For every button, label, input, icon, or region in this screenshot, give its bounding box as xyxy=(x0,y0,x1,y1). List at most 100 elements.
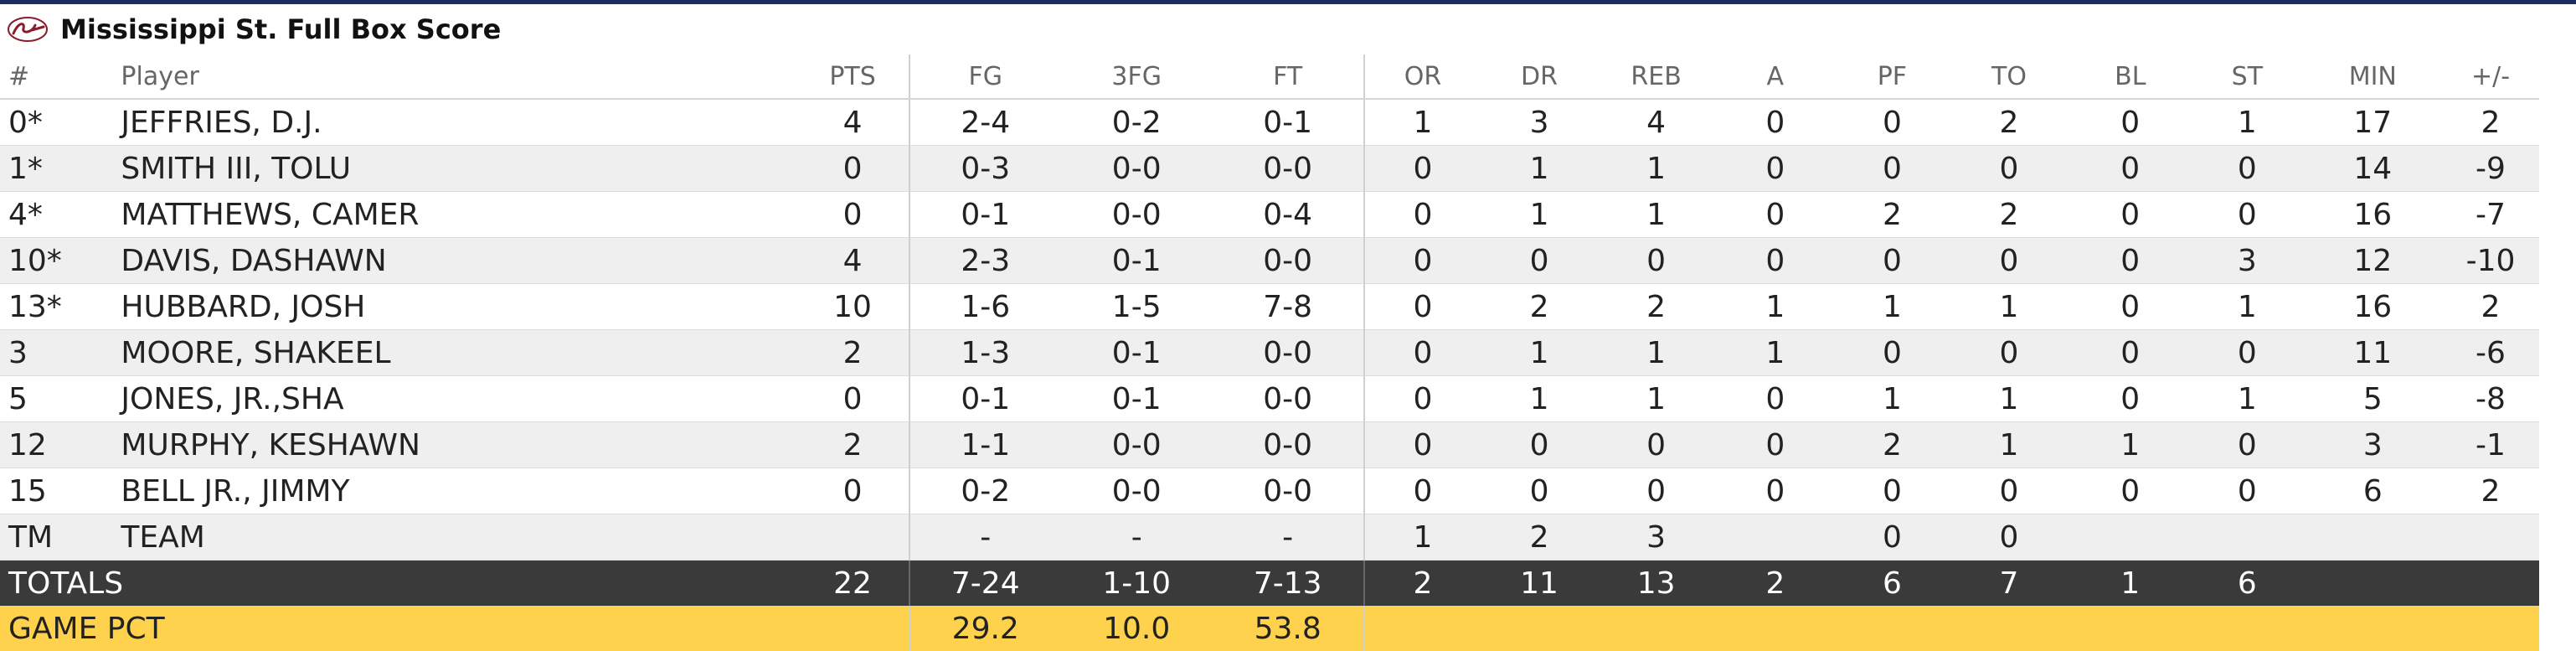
totals-plus-minus xyxy=(2442,560,2539,606)
cell-reb: 4 xyxy=(1597,99,1715,146)
cell-pts: 2 xyxy=(796,329,909,376)
cell-reb: 1 xyxy=(1597,329,1715,376)
team-row: TM TEAM - - - 1 2 3 0 0 xyxy=(0,514,2539,561)
cell-st: 1 xyxy=(2191,375,2304,422)
cell-bl: 0 xyxy=(2069,145,2192,192)
cell-fg: 1-1 xyxy=(908,421,1061,468)
column-header-bl[interactable]: BL xyxy=(2069,54,2192,100)
column-header-ft[interactable]: FT xyxy=(1212,54,1364,100)
cell-a: 0 xyxy=(1714,191,1837,238)
cell-bl: 0 xyxy=(2069,283,2192,330)
cell-pf: 0 xyxy=(1836,468,1949,514)
cell-st: 0 xyxy=(2191,145,2304,192)
cell-st xyxy=(2191,514,2304,561)
cell-player[interactable]: HUBBARD, JOSH xyxy=(112,283,797,330)
cell-fg: 1-6 xyxy=(908,283,1061,330)
cell-reb: 1 xyxy=(1597,375,1715,422)
cell-a xyxy=(1714,514,1837,561)
column-header-pts[interactable]: PTS xyxy=(796,54,909,100)
cell-plus-minus: -7 xyxy=(2442,191,2539,238)
cell-to: 0 xyxy=(1948,237,2070,284)
cell-number: 10* xyxy=(0,237,113,284)
cell-st: 0 xyxy=(2191,421,2304,468)
cell-st: 0 xyxy=(2191,191,2304,238)
cell-st: 0 xyxy=(2191,329,2304,376)
box-score-header: Mississippi St. Full Box Score xyxy=(0,4,2576,54)
column-header-player[interactable]: Player xyxy=(112,54,797,100)
column-header-reb[interactable]: REB xyxy=(1597,54,1715,100)
cell-number: 12 xyxy=(0,421,113,468)
cell-st: 1 xyxy=(2191,99,2304,146)
cell-player[interactable]: JONES, JR.,SHA xyxy=(112,375,797,422)
cell-reb: 1 xyxy=(1597,145,1715,192)
column-header-3fg[interactable]: 3FG xyxy=(1060,54,1213,100)
cell-a: 0 xyxy=(1714,421,1837,468)
cell-bl: 0 xyxy=(2069,468,2192,514)
totals-row: TOTALS 22 7-24 1-10 7-13 2 11 13 2 6 7 1… xyxy=(0,560,2539,606)
column-header-number[interactable]: # xyxy=(0,54,113,100)
cell-player[interactable]: MOORE, SHAKEEL xyxy=(112,329,797,376)
cell-st: 0 xyxy=(2191,468,2304,514)
column-header-plus-minus[interactable]: +/- xyxy=(2442,54,2539,100)
cell-player[interactable]: BELL JR., JIMMY xyxy=(112,468,797,514)
cell-fg: 2-4 xyxy=(908,99,1061,146)
cell-reb: 0 xyxy=(1597,468,1715,514)
cell-ft: 0-4 xyxy=(1212,191,1364,238)
cell-3fg: 0-0 xyxy=(1060,145,1213,192)
cell-plus-minus: -1 xyxy=(2442,421,2539,468)
cell-to: 0 xyxy=(1948,145,2070,192)
player-row: 3 MOORE, SHAKEEL 2 1-3 0-1 0-0 0 1 1 1 0… xyxy=(0,329,2539,376)
column-header-st[interactable]: ST xyxy=(2191,54,2304,100)
cell-fg: 0-3 xyxy=(908,145,1061,192)
cell-player[interactable]: MURPHY, KESHAWN xyxy=(112,421,797,468)
cell-player[interactable]: DAVIS, DASHAWN xyxy=(112,237,797,284)
cell-reb: 0 xyxy=(1597,421,1715,468)
cell-3fg: 0-0 xyxy=(1060,191,1213,238)
cell-plus-minus: 2 xyxy=(2442,99,2539,146)
cell-player[interactable]: MATTHEWS, CAMER xyxy=(112,191,797,238)
column-header-to[interactable]: TO xyxy=(1948,54,2070,100)
header-row: # Player PTS FG 3FG FT OR DR REB A PF TO… xyxy=(0,54,2539,100)
cell-dr: 0 xyxy=(1481,421,1598,468)
cell-min: 14 xyxy=(2303,145,2443,192)
column-header-fg[interactable]: FG xyxy=(908,54,1061,100)
cell-bl: 0 xyxy=(2069,329,2192,376)
cell-reb: 1 xyxy=(1597,191,1715,238)
cell-pf: 0 xyxy=(1836,329,1949,376)
cell-min: 6 xyxy=(2303,468,2443,514)
cell-to: 2 xyxy=(1948,191,2070,238)
cell-3fg: 0-1 xyxy=(1060,329,1213,376)
cell-plus-minus xyxy=(2442,514,2539,561)
cell-3fg: 1-5 xyxy=(1060,283,1213,330)
cell-plus-minus: 2 xyxy=(2442,283,2539,330)
cell-player[interactable]: JEFFRIES, D.J. xyxy=(112,99,797,146)
cell-or: 0 xyxy=(1363,237,1481,284)
player-row: 15 BELL JR., JIMMY 0 0-2 0-0 0-0 0 0 0 0… xyxy=(0,468,2539,514)
column-header-or[interactable]: OR xyxy=(1363,54,1481,100)
cell-to: 1 xyxy=(1948,375,2070,422)
totals-reb: 13 xyxy=(1597,560,1715,606)
column-header-min[interactable]: MIN xyxy=(2303,54,2443,100)
totals-3fg: 1-10 xyxy=(1060,560,1213,606)
cell-reb: 0 xyxy=(1597,237,1715,284)
cell-player[interactable]: SMITH III, TOLU xyxy=(112,145,797,192)
box-score-table: # Player PTS FG 3FG FT OR DR REB A PF TO… xyxy=(0,54,2539,651)
cell-ft: 0-0 xyxy=(1212,375,1364,422)
column-header-pf[interactable]: PF xyxy=(1836,54,1949,100)
cell-ft: 0-0 xyxy=(1212,468,1364,514)
cell-or: 0 xyxy=(1363,283,1481,330)
player-row: 13* HUBBARD, JOSH 10 1-6 1-5 7-8 0 2 2 1… xyxy=(0,283,2539,330)
cell-player: TEAM xyxy=(112,514,797,561)
cell-dr: 3 xyxy=(1481,99,1598,146)
cell-pts: 0 xyxy=(796,375,909,422)
cell-pf: 0 xyxy=(1836,145,1949,192)
cell-3fg: 0-0 xyxy=(1060,468,1213,514)
totals-pts: 22 xyxy=(796,560,909,606)
cell-pf: 1 xyxy=(1836,283,1949,330)
totals-dr: 11 xyxy=(1481,560,1598,606)
cell-pf: 0 xyxy=(1836,237,1949,284)
cell-dr: 0 xyxy=(1481,468,1598,514)
column-header-a[interactable]: A xyxy=(1714,54,1837,100)
cell-a: 0 xyxy=(1714,237,1837,284)
column-header-dr[interactable]: DR xyxy=(1481,54,1598,100)
